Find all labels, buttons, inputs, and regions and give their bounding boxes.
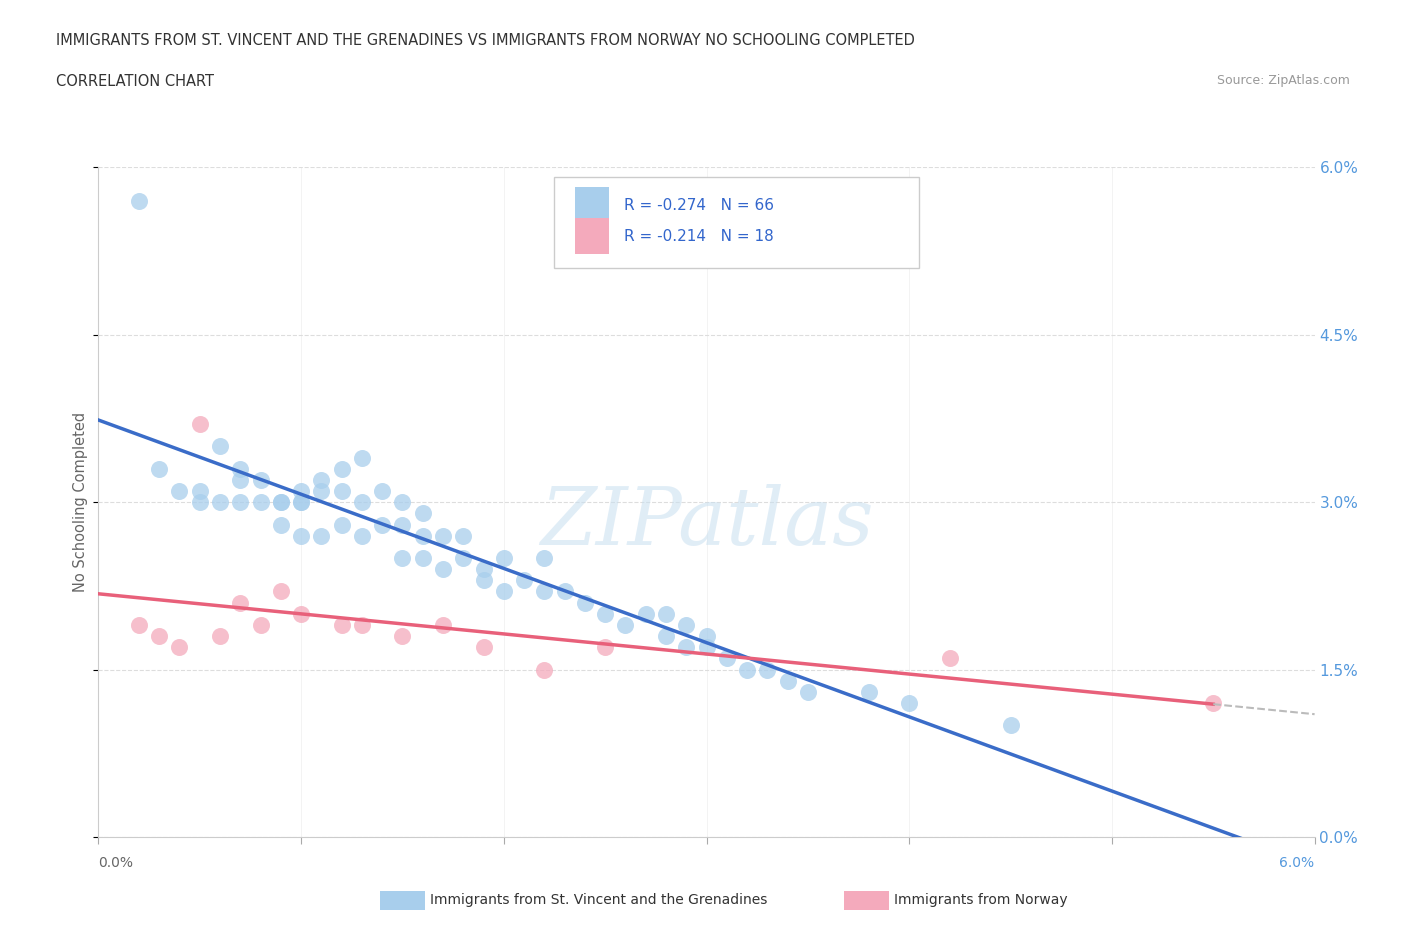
Point: [311, 472, 333, 487]
Point: [432, 528, 454, 543]
Text: R = -0.214   N = 18: R = -0.214 N = 18: [624, 229, 773, 244]
Point: [229, 472, 252, 487]
Point: [858, 684, 880, 699]
Point: [290, 606, 312, 621]
Point: [290, 528, 312, 543]
Text: R = -0.274   N = 66: R = -0.274 N = 66: [624, 198, 773, 213]
Text: CORRELATION CHART: CORRELATION CHART: [56, 74, 214, 89]
Point: [939, 651, 962, 666]
Point: [696, 640, 718, 655]
Point: [492, 584, 515, 599]
Point: [311, 484, 333, 498]
Point: [270, 584, 292, 599]
Point: [492, 551, 515, 565]
Point: [128, 618, 150, 632]
Text: 0.0%: 0.0%: [98, 856, 134, 870]
Point: [391, 551, 413, 565]
Point: [391, 495, 413, 510]
Point: [675, 640, 697, 655]
Point: [169, 484, 191, 498]
Text: Immigrants from Norway: Immigrants from Norway: [894, 893, 1067, 908]
Point: [735, 662, 758, 677]
FancyBboxPatch shape: [554, 178, 920, 268]
Text: ZIPatlas: ZIPatlas: [540, 484, 873, 561]
Point: [554, 584, 576, 599]
Point: [675, 618, 697, 632]
Point: [330, 618, 353, 632]
FancyBboxPatch shape: [575, 188, 609, 224]
Text: 6.0%: 6.0%: [1279, 856, 1315, 870]
Point: [169, 640, 191, 655]
Point: [412, 551, 434, 565]
Point: [148, 629, 170, 644]
Point: [453, 551, 475, 565]
Point: [229, 495, 252, 510]
Point: [270, 495, 292, 510]
Point: [188, 495, 211, 510]
Text: Immigrants from St. Vincent and the Grenadines: Immigrants from St. Vincent and the Gren…: [430, 893, 768, 908]
Point: [249, 618, 271, 632]
Point: [756, 662, 779, 677]
Point: [188, 417, 211, 432]
Point: [1000, 718, 1022, 733]
Point: [209, 495, 232, 510]
Point: [533, 551, 555, 565]
Point: [371, 517, 394, 532]
Point: [593, 606, 616, 621]
Point: [350, 618, 373, 632]
Point: [270, 495, 292, 510]
Point: [533, 584, 555, 599]
Point: [453, 528, 475, 543]
Point: [371, 484, 394, 498]
Point: [330, 484, 353, 498]
Point: [188, 484, 211, 498]
Point: [716, 651, 738, 666]
Point: [209, 439, 232, 454]
Point: [614, 618, 637, 632]
Point: [330, 461, 353, 476]
Point: [634, 606, 657, 621]
Point: [290, 484, 312, 498]
Point: [229, 461, 252, 476]
Point: [797, 684, 820, 699]
Y-axis label: No Schooling Completed: No Schooling Completed: [73, 412, 89, 592]
Point: [209, 629, 232, 644]
Point: [290, 495, 312, 510]
Point: [270, 517, 292, 532]
Point: [432, 618, 454, 632]
Point: [128, 193, 150, 208]
Text: Source: ZipAtlas.com: Source: ZipAtlas.com: [1216, 74, 1350, 87]
Point: [898, 696, 921, 711]
Point: [574, 595, 596, 610]
Text: IMMIGRANTS FROM ST. VINCENT AND THE GRENADINES VS IMMIGRANTS FROM NORWAY NO SCHO: IMMIGRANTS FROM ST. VINCENT AND THE GREN…: [56, 33, 915, 47]
Point: [350, 450, 373, 465]
Point: [148, 461, 170, 476]
Point: [412, 506, 434, 521]
Point: [696, 629, 718, 644]
Point: [432, 562, 454, 577]
Point: [533, 662, 555, 677]
Point: [472, 562, 495, 577]
Point: [391, 629, 413, 644]
Point: [249, 495, 271, 510]
FancyBboxPatch shape: [575, 218, 609, 255]
Point: [290, 495, 312, 510]
Point: [412, 528, 434, 543]
Point: [513, 573, 536, 588]
Point: [472, 640, 495, 655]
Point: [350, 528, 373, 543]
Point: [593, 640, 616, 655]
Point: [350, 495, 373, 510]
Point: [472, 573, 495, 588]
Point: [655, 606, 678, 621]
Point: [311, 528, 333, 543]
Point: [330, 517, 353, 532]
Point: [391, 517, 413, 532]
Point: [655, 629, 678, 644]
Point: [249, 472, 271, 487]
Point: [1202, 696, 1225, 711]
Point: [776, 673, 799, 688]
Point: [229, 595, 252, 610]
